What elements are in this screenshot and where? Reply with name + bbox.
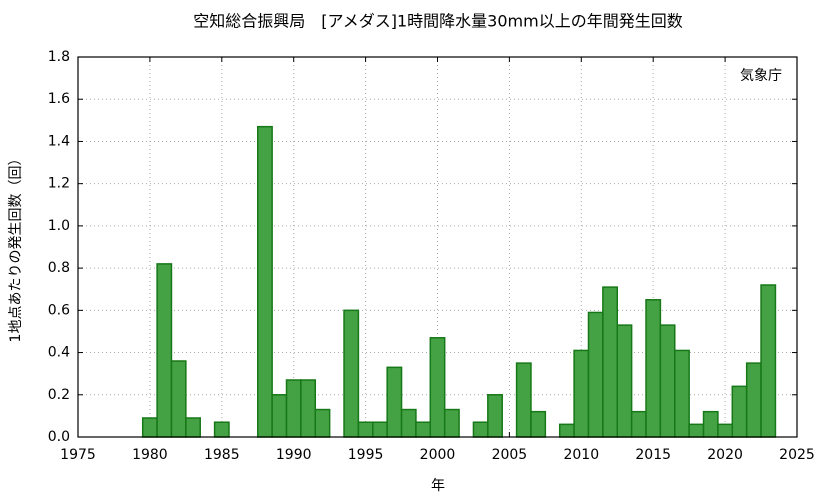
- x-tick-label: 2020: [707, 447, 743, 463]
- bar: [443, 408, 460, 438]
- x-tick-label: 1985: [204, 447, 240, 463]
- x-tick-label: 2000: [420, 447, 456, 463]
- y-tick-label: 1.2: [48, 176, 70, 192]
- y-tick-label: 1.8: [48, 49, 70, 65]
- bar: [343, 309, 360, 438]
- bar: [573, 349, 590, 438]
- bar: [472, 421, 489, 438]
- bar: [602, 286, 618, 438]
- bar: [170, 360, 187, 438]
- x-tick-label: 2025: [779, 447, 815, 463]
- bar: [257, 125, 273, 438]
- y-tick-label: 0.2: [48, 387, 70, 403]
- y-tick-label: 1.4: [48, 133, 70, 149]
- bar: [357, 421, 374, 438]
- x-tick-label: 1980: [132, 447, 168, 463]
- bar: [702, 410, 719, 438]
- bar: [314, 408, 331, 438]
- bar: [717, 423, 734, 438]
- bar: [415, 421, 432, 438]
- annotation: 気象庁: [740, 68, 782, 84]
- bar: [558, 423, 575, 438]
- bar: [213, 421, 230, 438]
- x-tick-label: 2010: [563, 447, 599, 463]
- bar: [429, 337, 446, 438]
- chart-title: 空知総合振興局 [アメダス]1時間降水量30mm以上の年間発生回数: [193, 12, 682, 31]
- y-tick-label: 1.0: [48, 218, 70, 234]
- bar: [674, 349, 690, 438]
- x-tick-label: 1975: [60, 447, 96, 463]
- bar: [271, 394, 288, 438]
- bar: [616, 324, 633, 438]
- y-tick-label: 0.4: [48, 345, 70, 361]
- plot-frame: [77, 56, 798, 438]
- bar: [630, 410, 647, 438]
- bar: [386, 366, 403, 438]
- bar: [372, 421, 388, 438]
- y-tick-label: 0.0: [48, 429, 70, 445]
- bar: [141, 417, 158, 438]
- y-tick-label: 0.8: [48, 260, 70, 276]
- bar: [760, 284, 777, 438]
- bar: [487, 394, 503, 438]
- bar: [731, 385, 748, 438]
- bar: [530, 410, 547, 438]
- y-tick-label: 0.6: [48, 302, 70, 318]
- bar: [645, 299, 662, 438]
- x-tick-label: 2005: [492, 447, 528, 463]
- bar: [300, 379, 317, 438]
- y-tick-label: 1.6: [48, 91, 70, 107]
- bar: [156, 263, 173, 438]
- x-tick-label: 1995: [348, 447, 384, 463]
- bar: [688, 423, 705, 438]
- bar: [400, 408, 417, 438]
- x-axis-label: 年: [431, 478, 445, 494]
- bar: [185, 417, 201, 438]
- bar: [745, 362, 762, 438]
- y-axis-label: 1地点あたりの発生回数（回）: [8, 152, 24, 343]
- bar: [515, 362, 532, 438]
- bar: [587, 311, 604, 438]
- x-tick-label: 2015: [635, 447, 671, 463]
- bar: [285, 379, 302, 438]
- x-tick-label: 1990: [276, 447, 312, 463]
- bar: [659, 324, 676, 438]
